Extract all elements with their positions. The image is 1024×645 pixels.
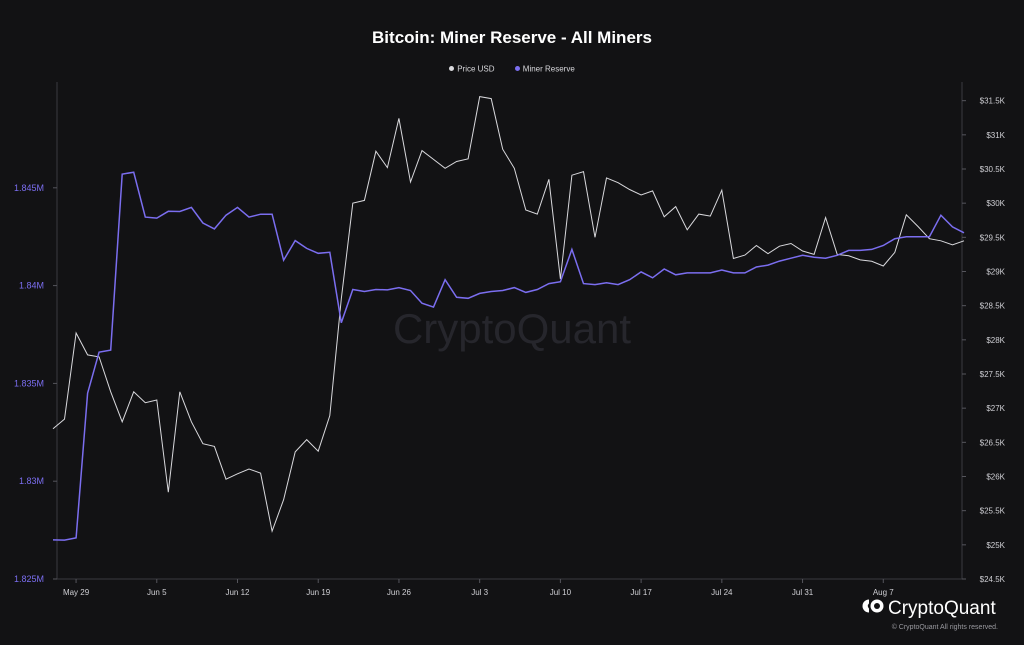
- legend-dot-price: [449, 66, 455, 72]
- legend-item-reserve[interactable]: Miner Reserve: [514, 64, 575, 74]
- legend-item-price[interactable]: Price USD: [449, 64, 495, 74]
- y-right-tick-label: $29K: [986, 268, 1005, 277]
- cryptoquant-logo: CryptoQuant: [862, 598, 996, 620]
- y-right-tick-label: $25K: [986, 541, 1005, 550]
- legend-dot-reserve: [514, 66, 520, 72]
- x-tick-label: Jul 24: [711, 588, 733, 597]
- x-tick-label: May 29: [63, 588, 90, 597]
- legend-label-price: Price USD: [457, 64, 495, 74]
- y-right-tick-label: $28.5K: [980, 302, 1006, 311]
- x-tick-label: Jul 3: [471, 588, 488, 597]
- watermark: CryptoQuant: [393, 305, 631, 352]
- legend-label-reserve: Miner Reserve: [522, 64, 575, 74]
- x-tick-label: Jul 10: [550, 588, 572, 597]
- y-left-tick-label: 1.835M: [14, 378, 44, 388]
- logo-text: CryptoQuant: [888, 598, 996, 619]
- y-left-tick-label: 1.84M: [19, 281, 44, 291]
- y-right-tick-label: $29.5K: [980, 233, 1006, 242]
- x-tick-label: Jul 17: [630, 588, 652, 597]
- y-right-tick-label: $31.5K: [980, 97, 1006, 106]
- y-left-tick-label: 1.845M: [14, 183, 44, 193]
- chart-title: Bitcoin: Miner Reserve - All Miners: [372, 28, 652, 47]
- x-tick-label: Jul 31: [792, 588, 814, 597]
- x-tick-label: Aug 7: [873, 588, 894, 597]
- x-tick-label: Jun 5: [147, 588, 167, 597]
- cryptoquant-logo-icon: [862, 598, 884, 620]
- x-tick-label: Jun 19: [306, 588, 331, 597]
- x-tick-label: Jun 12: [225, 588, 250, 597]
- y-right-tick-label: $31K: [986, 131, 1005, 140]
- axes: 1.825M 1.83M 1.835M 1.84M 1.845M $24.5K $25K $2…: [14, 82, 1006, 597]
- y-right-tick-label: $28K: [986, 336, 1005, 345]
- y-left-tick-label: 1.825M: [14, 574, 44, 584]
- y-right-tick-label: $26K: [986, 473, 1005, 482]
- y-right-tick-label: $26.5K: [980, 438, 1006, 447]
- y-right-tick-label: $27K: [986, 404, 1005, 413]
- y-right-tick-label: $27.5K: [980, 370, 1006, 379]
- y-right-tick-label: $30K: [986, 199, 1005, 208]
- y-left-tick-label: 1.83M: [19, 476, 44, 486]
- x-tick-label: Jun 26: [387, 588, 412, 597]
- y-right-tick-label: $24.5K: [980, 575, 1006, 584]
- series-line-price-usd[interactable]: [52, 96, 965, 534]
- y-right-tick-label: $25.5K: [980, 507, 1006, 516]
- series-line-miner-reserve[interactable]: [52, 171, 965, 541]
- copyright-text: © CryptoQuant All rights reserved.: [891, 624, 998, 631]
- legend: Price USD Miner Reserve: [0, 64, 1024, 73]
- y-right-tick-label: $30.5K: [980, 165, 1006, 174]
